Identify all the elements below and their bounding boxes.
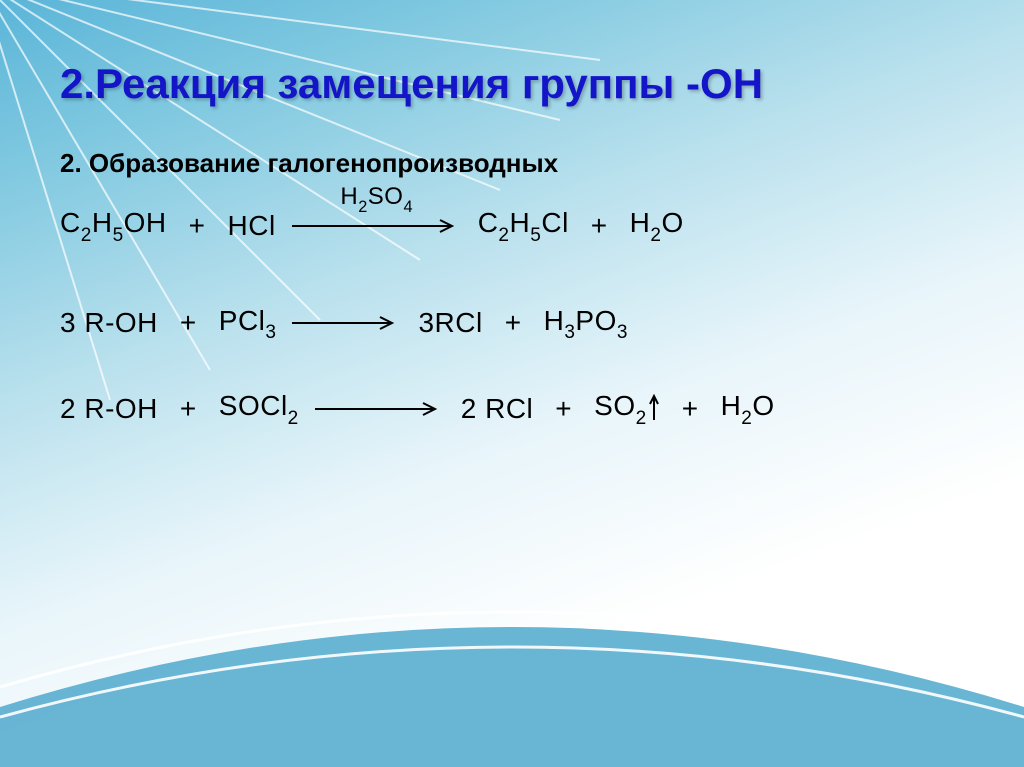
equation-2: 3 R-OH + PCl3 3RCl + H3PO3 [60, 305, 964, 343]
eq2-rhs2: H3PO3 [544, 305, 628, 343]
eq1-lhs1: C2H5OH [60, 207, 167, 245]
reaction-arrow [292, 314, 402, 332]
eq3-rhs3: H2O [721, 390, 775, 428]
eq3-rhs1: 2 RCl [461, 393, 534, 425]
arrow-icon [292, 314, 402, 332]
reaction-arrow [315, 400, 445, 418]
plus-sign: + [505, 307, 522, 339]
plus-sign: + [180, 393, 197, 425]
eq3-lhs2: SOCl2 [219, 390, 299, 428]
eq3-rhs2: SO2 [594, 390, 660, 428]
eq2-rhs1: 3RCl [418, 307, 482, 339]
eq1-rhs2: H2O [630, 207, 684, 245]
decorative-arc [0, 587, 1024, 767]
content-area: 2.Реакция замещения группы -ОН 2. Образо… [60, 60, 964, 476]
plus-sign: + [682, 393, 699, 425]
plus-sign: + [591, 210, 608, 242]
equation-1: C2H5OH + HCl H2SO4 C2H5Cl + H2O [60, 207, 964, 245]
equation-3: 2 R-OH + SOCl2 2 RCl + SO2 + H2O [60, 390, 964, 428]
reaction-arrow: H2SO4 [292, 217, 462, 235]
slide: 2.Реакция замещения группы -ОН 2. Образо… [0, 0, 1024, 767]
plus-sign: + [555, 393, 572, 425]
catalyst-label: H2SO4 [340, 183, 413, 215]
arrow-icon [315, 400, 445, 418]
eq3-lhs1: 2 R-OH [60, 393, 158, 425]
eq2-lhs1: 3 R-OH [60, 307, 158, 339]
eq2-lhs2: PCl3 [219, 305, 277, 343]
slide-title: 2.Реакция замещения группы -ОН [60, 60, 964, 108]
eq1-lhs2: HCl [228, 210, 276, 242]
gas-arrow-up-icon [648, 394, 660, 422]
eq1-rhs1: C2H5Cl [478, 207, 569, 245]
slide-subtitle: 2. Образование галогенопроизводных [60, 148, 964, 179]
plus-sign: + [180, 307, 197, 339]
plus-sign: + [189, 210, 206, 242]
arrow-icon [292, 217, 462, 235]
